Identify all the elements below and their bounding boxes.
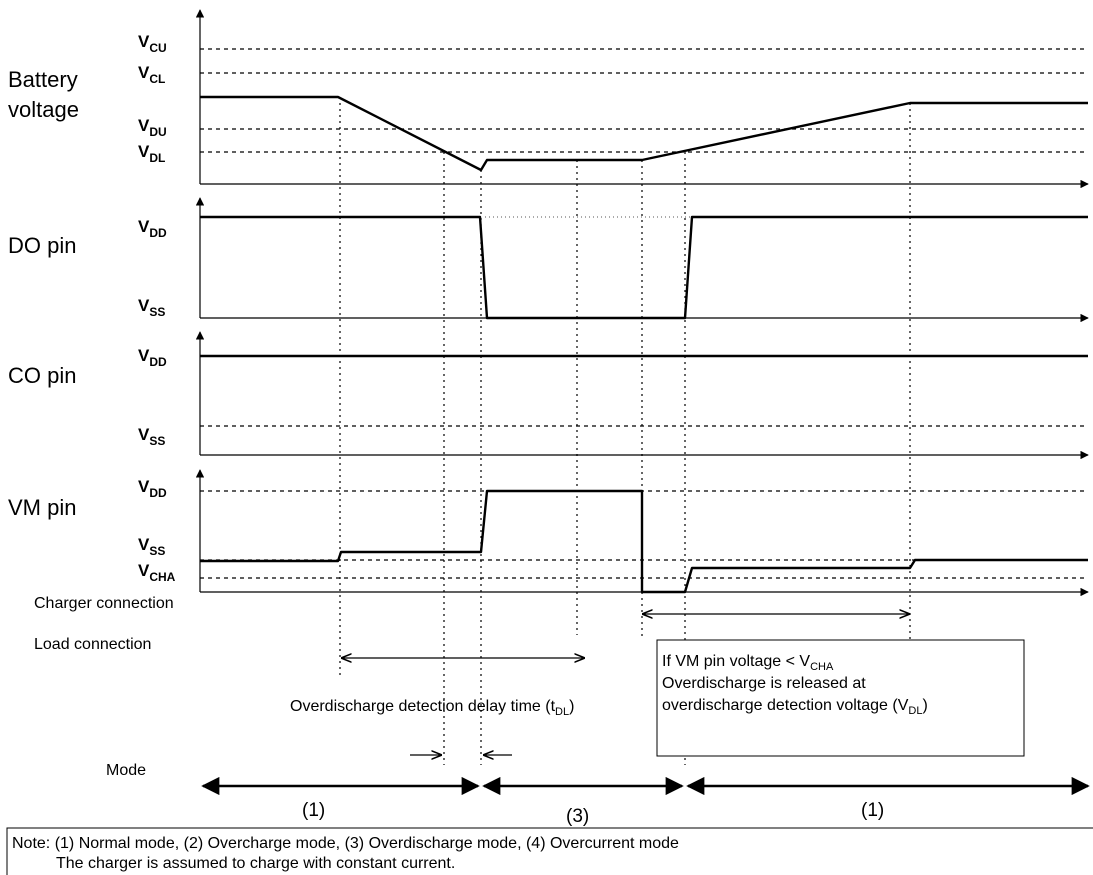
vm-pin-waveform bbox=[200, 489, 1088, 594]
release-condition-line2: Overdischarge is released at bbox=[662, 675, 866, 692]
vm-level-lines bbox=[200, 490, 1088, 579]
level-vm-vcha: VCHA bbox=[138, 561, 176, 584]
mode-segment-1-label: (1) bbox=[302, 800, 325, 821]
level-vcl: VCL bbox=[138, 63, 165, 86]
overdischarge-release-box bbox=[656, 639, 1025, 757]
do-pin-waveform bbox=[200, 215, 1088, 320]
level-vdl: VDL bbox=[138, 142, 165, 165]
level-do-vss: VSS bbox=[138, 296, 165, 319]
co-pin-label: CO pin bbox=[8, 363, 76, 388]
charger-connection-label: Charger connection bbox=[34, 595, 174, 612]
load-connection-label: Load connection bbox=[34, 636, 151, 653]
battery-voltage-waveform bbox=[200, 95, 1088, 172]
mode-segment-2-label: (3) bbox=[566, 806, 589, 827]
note-line1: Note: (1) Normal mode, (2) Overcharge mo… bbox=[12, 835, 679, 852]
level-do-vdd: VDD bbox=[138, 217, 167, 240]
battery-level-lines bbox=[200, 48, 1088, 153]
vm-axes bbox=[195, 469, 1089, 597]
mode-segment-3-label: (1) bbox=[861, 800, 884, 821]
note-line2: The charger is assumed to charge with co… bbox=[56, 855, 455, 872]
level-co-vdd: VDD bbox=[138, 346, 167, 369]
level-vcu: VCU bbox=[138, 32, 167, 55]
level-vm-vdd: VDD bbox=[138, 477, 167, 500]
battery-voltage-label-line2: voltage bbox=[8, 97, 79, 122]
release-condition-line1: If VM pin voltage < VCHA bbox=[662, 653, 834, 673]
do-pin-label: DO pin bbox=[8, 233, 76, 258]
level-vm-vss: VSS bbox=[138, 535, 165, 558]
battery-voltage-label-line1: Battery bbox=[8, 67, 78, 92]
level-vdu: VDU bbox=[138, 116, 167, 139]
co-axes bbox=[195, 331, 1089, 460]
level-co-vss: VSS bbox=[138, 425, 165, 448]
mode-label: Mode bbox=[106, 762, 146, 779]
vm-pin-label: VM pin bbox=[8, 495, 76, 520]
overdischarge-delay-label: Overdischarge detection delay time (tDL) bbox=[290, 698, 574, 718]
release-condition-line3: overdischarge detection voltage (VDL) bbox=[662, 697, 928, 717]
note-box bbox=[6, 827, 1093, 875]
